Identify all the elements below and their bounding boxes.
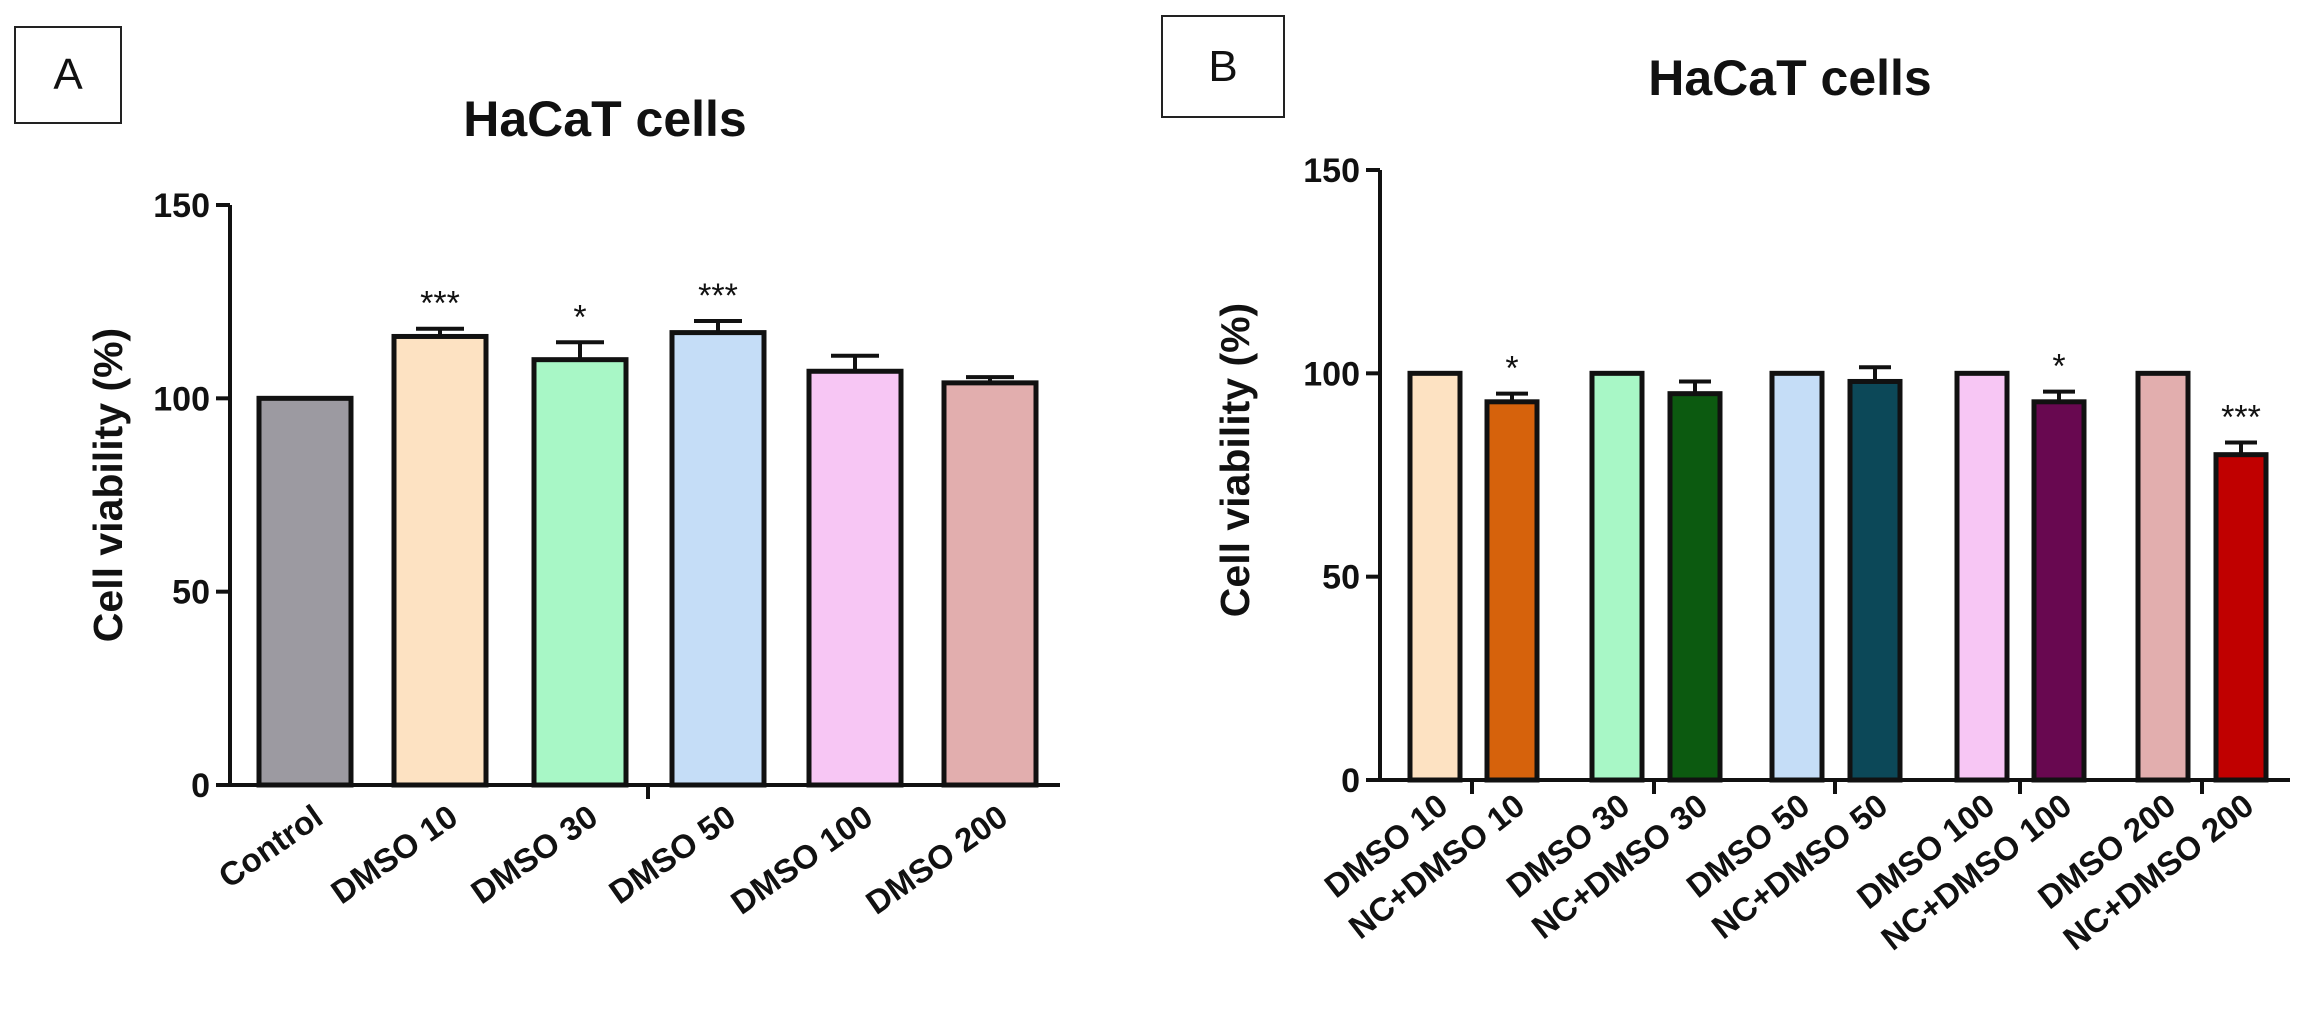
chart-b-bar — [1407, 370, 1463, 783]
chart-b-bar — [1847, 378, 1903, 783]
chart-b-bar — [1589, 370, 1645, 783]
chart-a-bar — [256, 395, 354, 788]
chart-b-bar — [2135, 370, 2191, 783]
chart-b-bar — [2213, 452, 2269, 783]
chart-b-title: HaCaT cells — [1648, 50, 1931, 106]
chart-a-category-label: Control — [212, 797, 329, 895]
chart-a-significance-label: * — [573, 298, 586, 336]
chart-a-bar — [531, 357, 629, 788]
chart-a-y-tick-label: 150 — [153, 187, 210, 225]
chart-b-y-tick-label: 150 — [1303, 152, 1360, 190]
chart-a-category-label: DMSO 200 — [859, 797, 1014, 921]
chart-a-plot: 0 50 100 150 Control *** DMSO 10 * DMSO 30 *** DMS… — [153, 187, 1060, 921]
chart-a-y-tick-label: 0 — [191, 767, 210, 805]
chart-a-bar — [669, 330, 767, 788]
chart-a-bar — [806, 368, 904, 788]
chart-b-y-tick-label: 50 — [1322, 559, 1360, 597]
chart-a-bar — [391, 333, 489, 788]
chart-b-bar — [1769, 370, 1825, 783]
chart-a-y-axis-label: Cell viability (%) — [85, 328, 131, 642]
chart-b-significance-label: * — [2052, 348, 2065, 386]
chart-b-bar — [1484, 399, 1540, 783]
chart-a-category-label: DMSO 50 — [602, 797, 742, 910]
chart-b-significance-label: * — [1505, 350, 1518, 388]
chart-b-bar — [1667, 391, 1723, 783]
panel-b-label: B — [1161, 15, 1285, 118]
chart-a-significance-label: *** — [420, 285, 460, 323]
chart-a-category-label: DMSO 10 — [324, 797, 464, 910]
chart-b-significance-label: *** — [2221, 398, 2261, 436]
chart-a-y-tick-label: 50 — [172, 574, 210, 612]
chart-a-category-label: DMSO 100 — [724, 797, 879, 921]
panel-a-label: A — [14, 26, 122, 124]
chart-a-significance-label: *** — [698, 277, 738, 315]
chart-b-y-axis-label: Cell viability (%) — [1212, 303, 1258, 617]
chart-a-category-label: DMSO 30 — [464, 797, 604, 910]
chart-b-bar — [2031, 399, 2087, 783]
chart-b-y-tick-label: 100 — [1303, 355, 1360, 393]
chart-b-y-tick-label: 0 — [1341, 762, 1360, 800]
chart-b-bar — [1954, 370, 2010, 783]
chart-a-y-tick-label: 100 — [153, 380, 210, 418]
chart-a-bar — [941, 380, 1039, 788]
chart-a-title: HaCaT cells — [463, 91, 746, 147]
